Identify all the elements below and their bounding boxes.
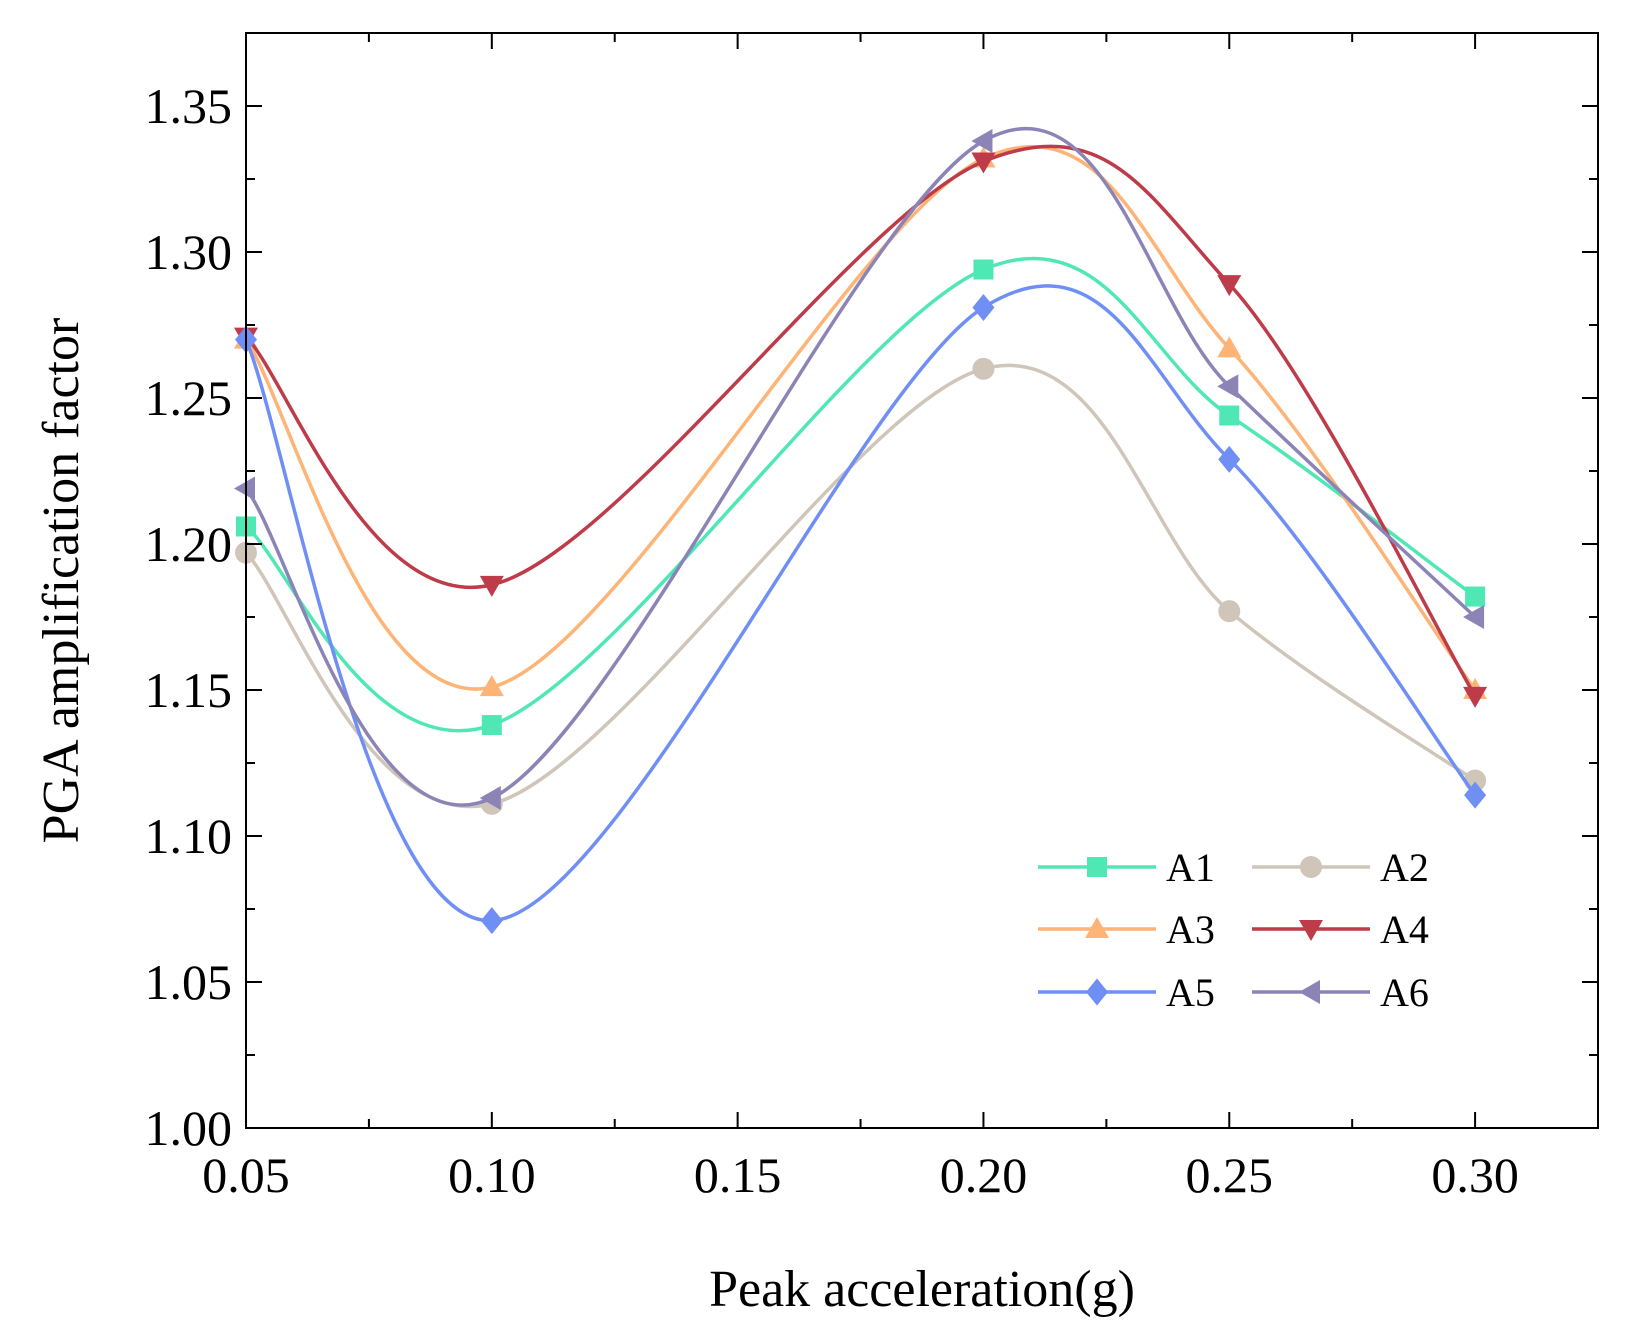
data-point-a6	[234, 476, 255, 501]
legend-label-a6: A6	[1380, 970, 1429, 1015]
data-point-a5	[1218, 445, 1241, 473]
y-tick-label: 1.20	[145, 516, 233, 572]
data-point-a1	[1219, 405, 1240, 426]
data-point-a4	[971, 152, 996, 174]
series-line-a5	[244, 284, 1477, 923]
legend-marker-a1	[1087, 857, 1107, 877]
data-point-a5	[1464, 781, 1487, 809]
y-tick-label: 1.05	[145, 954, 233, 1010]
data-point-a5	[480, 907, 503, 935]
series-line-a3	[244, 144, 1477, 692]
plot-area	[234, 126, 1488, 935]
legend-label-a2: A2	[1380, 845, 1429, 890]
x-tick-label: 0.05	[202, 1147, 290, 1203]
data-point-a1	[973, 259, 994, 280]
plot-frame	[245, 32, 1599, 1129]
x-tick-label: 0.10	[448, 1147, 536, 1203]
y-tick-label: 1.35	[145, 78, 233, 134]
legend: A1 A2 A3 A4 A5 A6	[1038, 845, 1429, 1015]
x-tick-label: 0.15	[694, 1147, 782, 1203]
y-tick-label: 1.00	[145, 1100, 233, 1156]
data-point-a3	[479, 675, 504, 697]
data-point-a2	[1218, 600, 1241, 623]
y-tick-label: 1.15	[145, 662, 233, 718]
x-tick-label: 0.20	[940, 1147, 1028, 1203]
data-point-a6	[1217, 374, 1239, 399]
data-point-a2	[972, 357, 995, 380]
legend-marker-a5	[1086, 978, 1108, 1006]
data-point-a5	[972, 293, 995, 321]
x-axis-label: Peak acceleration(g)	[709, 1261, 1135, 1318]
data-point-a1	[481, 715, 502, 736]
legend-marker-a4	[1299, 920, 1323, 941]
series-line-a6	[244, 126, 1477, 807]
data-point-a4	[479, 575, 504, 597]
legend-marker-a6	[1299, 980, 1320, 1004]
legend-marker-a2	[1300, 856, 1322, 878]
series-line-a2	[244, 363, 1477, 809]
y-tick-label: 1.30	[145, 224, 233, 280]
legend-label-a3: A3	[1166, 907, 1215, 952]
y-tick-label: 1.10	[145, 808, 233, 864]
data-point-a6	[479, 786, 501, 811]
legend-label-a5: A5	[1166, 970, 1215, 1015]
x-tick-label: 0.30	[1431, 1147, 1519, 1203]
data-point-a4	[1463, 686, 1488, 708]
series-line-a1	[244, 256, 1477, 733]
legend-label-a4: A4	[1380, 907, 1429, 952]
data-point-a4	[1217, 275, 1242, 297]
data-point-a6	[971, 129, 993, 154]
axes: 0.05 0.10 0.15 0.20 0.25 0.30 1.00 1.05 1.10 1.15…	[145, 32, 1599, 1203]
data-point-a1	[1465, 586, 1486, 607]
legend-marker-a3	[1085, 917, 1109, 938]
y-axis-label: PGA amplification factor	[33, 318, 90, 844]
y-tick-label: 1.25	[145, 370, 233, 426]
x-tick-label: 0.25	[1186, 1147, 1274, 1203]
data-point-a3	[1217, 336, 1242, 358]
data-point-a6	[1463, 605, 1485, 629]
series-line-a4	[244, 144, 1477, 697]
legend-label-a1: A1	[1166, 845, 1215, 890]
